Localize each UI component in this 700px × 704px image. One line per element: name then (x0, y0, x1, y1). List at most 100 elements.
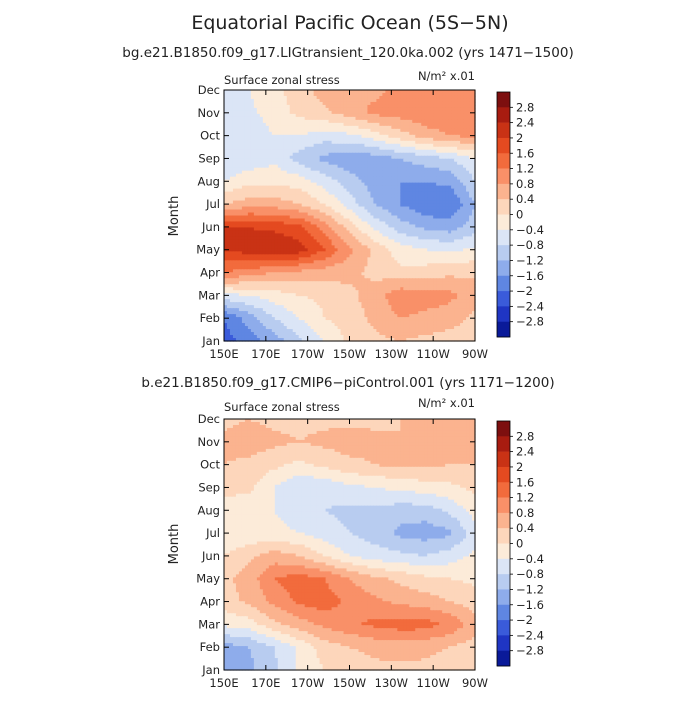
contour-cell (358, 140, 363, 145)
contour-cell (238, 134, 243, 139)
contour-cell (388, 125, 392, 130)
contour-cell (304, 92, 309, 97)
contour-cell (301, 101, 306, 106)
contour-cell (448, 131, 452, 136)
contour-cell (241, 137, 246, 142)
contour-cell (319, 119, 324, 124)
contour-cell (427, 170, 431, 175)
contour-cell (292, 131, 297, 136)
contour-cell (397, 104, 401, 109)
contour-cell (316, 158, 321, 163)
contour-cell (328, 90, 333, 94)
contour-cell (331, 158, 336, 163)
contour-cell (313, 131, 318, 136)
contour-cell (328, 155, 333, 160)
contour-cell (442, 161, 446, 166)
contour-cell (364, 110, 369, 115)
contour-cell (268, 131, 273, 136)
contour-cell (385, 158, 389, 163)
contour-cell (253, 128, 258, 133)
contour-cell (343, 125, 348, 130)
contour-cell (346, 122, 351, 127)
contour-cell (451, 137, 455, 142)
contour-cell (352, 137, 357, 142)
contour-cell (256, 110, 261, 115)
contour-cell (310, 131, 315, 136)
contour-cell (319, 182, 324, 187)
contour-cell (310, 170, 315, 175)
contour-cell (373, 116, 377, 121)
contour-cell (316, 170, 321, 175)
contour-cell (349, 176, 354, 181)
contour-cell (286, 113, 291, 118)
contour-cell (265, 146, 270, 151)
contour-cell (232, 146, 237, 151)
contour-cell (268, 116, 273, 121)
contour-cell (307, 143, 312, 148)
contour-cell (340, 90, 345, 94)
contour-cell (301, 170, 306, 175)
contour-cell (265, 122, 270, 127)
contour-cell (274, 119, 279, 124)
contour-cell (319, 179, 324, 184)
contour-cell (430, 158, 434, 163)
contour-cell (256, 143, 261, 148)
contour-cell (352, 173, 357, 178)
contour-cell (469, 167, 473, 172)
contour-cell (394, 101, 398, 106)
contour-cell (277, 128, 282, 133)
contour-cell (241, 128, 246, 133)
contour-cell (325, 122, 330, 127)
contour-cell (457, 167, 461, 172)
contour-cell (379, 128, 383, 133)
contour-cell (310, 107, 315, 112)
contour-cell (421, 155, 425, 160)
contour-cell (313, 140, 318, 145)
contour-cell (391, 179, 395, 184)
contour-cell (460, 152, 464, 157)
contour-cell (271, 173, 276, 178)
contour-cell (436, 152, 440, 157)
contour-cell (349, 95, 354, 100)
contour-cell (325, 149, 330, 154)
contour-cell (280, 146, 285, 151)
contour-cell (385, 161, 389, 166)
contour-cell (241, 110, 246, 115)
contour-cell (244, 125, 249, 130)
contour-cell (250, 134, 255, 139)
contour-cell (457, 152, 461, 157)
contour-cell (250, 140, 255, 145)
contour-cell (331, 134, 336, 139)
contour-cell (421, 98, 425, 103)
contour-cell (343, 104, 348, 109)
contour-cell (247, 125, 252, 130)
contour-cell (424, 119, 428, 124)
contour-cell (277, 161, 282, 166)
contour-cell (361, 179, 366, 184)
contour-cell (394, 164, 398, 169)
contour-cell (421, 152, 425, 157)
contour-cell (397, 176, 401, 181)
contour-cell (316, 137, 321, 142)
contour-cell (436, 128, 440, 133)
contour-cell (307, 95, 312, 100)
contour-cell (361, 107, 366, 112)
panel-subtitle: bg.e21.B1850.f09_g17.LIGtransient_120.0k… (122, 45, 573, 61)
contour-cell (268, 179, 273, 184)
contour-cell (337, 152, 342, 157)
contour-cell (253, 137, 258, 142)
contour-cell (277, 143, 282, 148)
contour-cell (226, 146, 231, 151)
contour-cell (343, 140, 348, 145)
contour-cell (427, 134, 431, 139)
contour-cell (445, 164, 449, 169)
contour-cell (403, 119, 407, 124)
contour-cell (298, 143, 303, 148)
contour-cell (283, 182, 288, 187)
contour-cell (235, 125, 240, 130)
contour-cell (304, 173, 309, 178)
contour-cell (457, 104, 461, 109)
contour-cell (415, 152, 419, 157)
contour-cell (295, 173, 300, 178)
contour-cell (379, 134, 383, 139)
